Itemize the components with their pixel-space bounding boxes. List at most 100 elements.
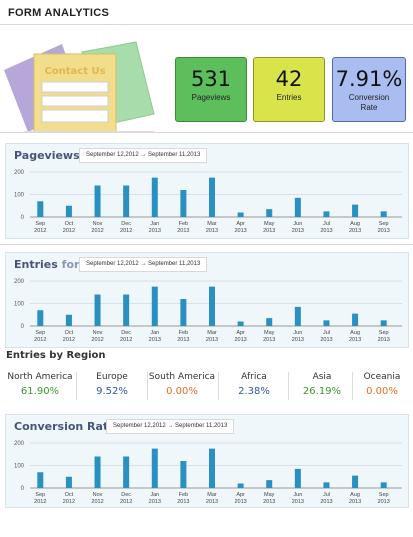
bar	[151, 448, 158, 488]
x-tick-label: Jun	[293, 330, 302, 336]
pageviews-label: Pageviews	[191, 93, 231, 102]
region-stat: North America 61.90%	[4, 372, 76, 404]
bar	[180, 461, 187, 488]
region-stat: Africa 2.38%	[218, 372, 290, 404]
x-tick-label: Apr	[236, 330, 245, 336]
bar	[209, 448, 215, 488]
x-tick-label: Sep	[379, 492, 389, 498]
conversion-label-line: Rate	[360, 103, 378, 112]
bar	[323, 320, 330, 326]
form-field	[41, 95, 109, 107]
x-tick-label: 2012	[63, 337, 75, 343]
y-tick-label: 0	[21, 486, 25, 492]
x-tick-label: 2013	[349, 337, 361, 343]
x-tick-label: Jul	[323, 330, 330, 336]
x-tick-label: Apr	[236, 221, 245, 227]
form-field	[41, 81, 109, 93]
date-range-chip[interactable]: September 12,2012 → September 11,2013	[106, 419, 235, 434]
bar	[37, 472, 44, 488]
contact-form-illustration: Contact Us	[4, 41, 155, 133]
bar	[352, 475, 359, 488]
x-tick-label: 2013	[206, 228, 218, 234]
pageviews-value: 531	[190, 67, 232, 91]
x-tick-label: Dec	[121, 492, 131, 498]
conversion-rates-bar-chart: 0100200Sep2012Oct2012Nov2012Dec2012Jan20…	[14, 441, 402, 505]
region-name: Europe	[96, 372, 128, 382]
panel-title-main: Pageviews	[14, 149, 80, 162]
pageviews-bar-chart: 0100200Sep2012Oct2012Nov2012Dec2012Jan20…	[14, 170, 402, 234]
x-tick-label: 2012	[34, 337, 46, 343]
x-tick-label: Sep	[379, 221, 389, 227]
contact-us-label: Contact Us	[44, 66, 105, 77]
y-tick-label: 0	[21, 215, 25, 221]
conversion-label-line: Conversion	[348, 93, 390, 102]
bar	[180, 190, 187, 217]
x-tick-label: 2013	[320, 499, 332, 505]
x-tick-label: Aug	[350, 492, 360, 498]
bar	[65, 205, 72, 217]
x-tick-label: Nov	[93, 221, 103, 227]
region-name: Africa	[241, 372, 267, 382]
region-separator	[147, 372, 148, 400]
bar	[266, 209, 273, 217]
bar	[180, 299, 187, 326]
bar	[237, 212, 244, 217]
region-stat: Asia 26.19%	[286, 372, 358, 404]
region-separator	[352, 372, 353, 400]
x-tick-label: 2012	[34, 499, 46, 505]
bar	[65, 314, 72, 326]
x-tick-label: 2013	[378, 499, 390, 505]
x-tick-label: 2013	[292, 337, 304, 343]
panel-title-main: Entries	[14, 258, 58, 271]
x-tick-label: Jul	[323, 221, 330, 227]
x-tick-label: 2013	[320, 228, 332, 234]
region-value: 0.00%	[166, 386, 198, 397]
bar	[294, 306, 301, 326]
region-separator	[218, 372, 219, 400]
bar	[323, 211, 330, 217]
x-tick-label: 2013	[234, 228, 246, 234]
region-separator	[76, 372, 77, 400]
bar	[151, 177, 158, 217]
x-tick-label: Sep	[379, 330, 389, 336]
conversion-rates-chart-panel: Conversion Rates for September 12,2012 →…	[5, 414, 409, 508]
conversion-rate-value: 7.91%	[335, 67, 403, 91]
x-tick-label: Jan	[150, 221, 159, 227]
panel-header: Conversion Rates for September 12,2012 →…	[6, 415, 408, 437]
x-tick-label: 2012	[120, 499, 132, 505]
y-tick-label: 200	[14, 170, 25, 176]
x-tick-label: 2013	[263, 228, 275, 234]
x-tick-label: 2013	[177, 499, 189, 505]
page-title: FORM ANALYTICS	[8, 7, 110, 19]
bar	[94, 294, 101, 326]
region-value: 26.19%	[302, 386, 342, 397]
date-range-chip[interactable]: September 12,2012 → September 11,2013	[79, 257, 208, 272]
bar	[380, 320, 387, 326]
x-tick-label: Oct	[65, 330, 74, 336]
x-tick-label: 2012	[63, 499, 75, 505]
y-tick-label: 100	[14, 302, 25, 308]
x-tick-label: Oct	[65, 221, 74, 227]
bar	[294, 468, 301, 488]
x-tick-label: Feb	[179, 221, 188, 227]
date-range-chip[interactable]: September 12,2012 → September 11,2013	[79, 148, 208, 163]
x-tick-label: Apr	[236, 492, 245, 498]
region-name: Asia	[312, 372, 332, 382]
x-tick-label: Jan	[150, 492, 159, 498]
x-tick-label: 2013	[234, 499, 246, 505]
x-tick-label: 2013	[149, 228, 161, 234]
bar	[94, 185, 101, 217]
y-tick-label: 200	[14, 279, 25, 285]
entries-label: Entries	[276, 93, 302, 102]
bar	[151, 286, 158, 326]
bar	[94, 456, 101, 488]
x-tick-label: 2013	[177, 337, 189, 343]
x-tick-label: 2012	[34, 228, 46, 234]
bar	[323, 482, 330, 488]
bar	[123, 294, 130, 326]
x-tick-label: Mar	[207, 221, 217, 227]
x-tick-label: May	[264, 330, 275, 336]
entries-value: 42	[275, 67, 303, 91]
bar	[294, 197, 301, 217]
x-tick-label: Nov	[93, 492, 103, 498]
